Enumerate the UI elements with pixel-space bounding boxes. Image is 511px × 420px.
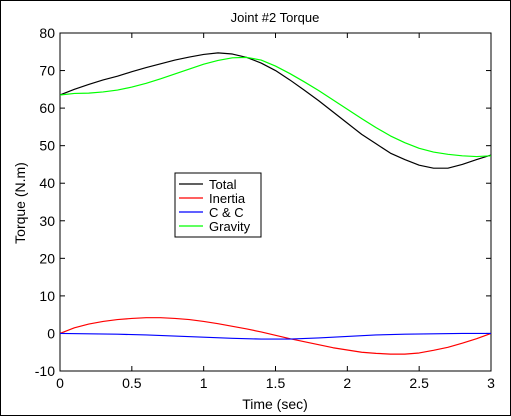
y-tick-label: 50: [39, 138, 55, 154]
axes-box: [59, 32, 492, 372]
x-tick-label: 3: [487, 375, 495, 391]
series-line-c-c: [59, 332, 491, 340]
x-tick-label: 2.5: [409, 375, 429, 391]
x-tick-label: 1: [200, 375, 208, 391]
y-tick-label: 20: [39, 250, 55, 266]
y-tick-label: -10: [35, 363, 55, 379]
y-tick-label: 80: [39, 25, 55, 41]
x-tick-label: 1.5: [266, 375, 286, 391]
series-line-inertia: [59, 317, 492, 355]
legend-label-inertia: Inertia: [209, 191, 246, 206]
x-axis-label: Time (sec): [242, 396, 308, 412]
y-tick-label: 10: [39, 288, 55, 304]
y-tick-label: 30: [39, 213, 55, 229]
y-axis-label: Torque (N.m): [12, 162, 28, 244]
x-tick-label: 0: [56, 375, 64, 391]
y-tick-label: 60: [39, 100, 55, 116]
series-line-total: [59, 52, 492, 169]
legend-label-total: Total: [209, 177, 237, 192]
y-tick-label: 0: [47, 325, 55, 341]
series-line-gravity: [59, 56, 492, 158]
legend-label-c-c: C & C: [209, 205, 244, 220]
y-tick-label: 40: [39, 175, 55, 191]
x-tick-label: 0.5: [122, 375, 142, 391]
y-tick-label: 70: [39, 63, 55, 79]
x-tick-label: 2: [343, 375, 351, 391]
legend-label-gravity: Gravity: [209, 219, 251, 234]
chart-title: Joint #2 Torque: [231, 10, 320, 25]
